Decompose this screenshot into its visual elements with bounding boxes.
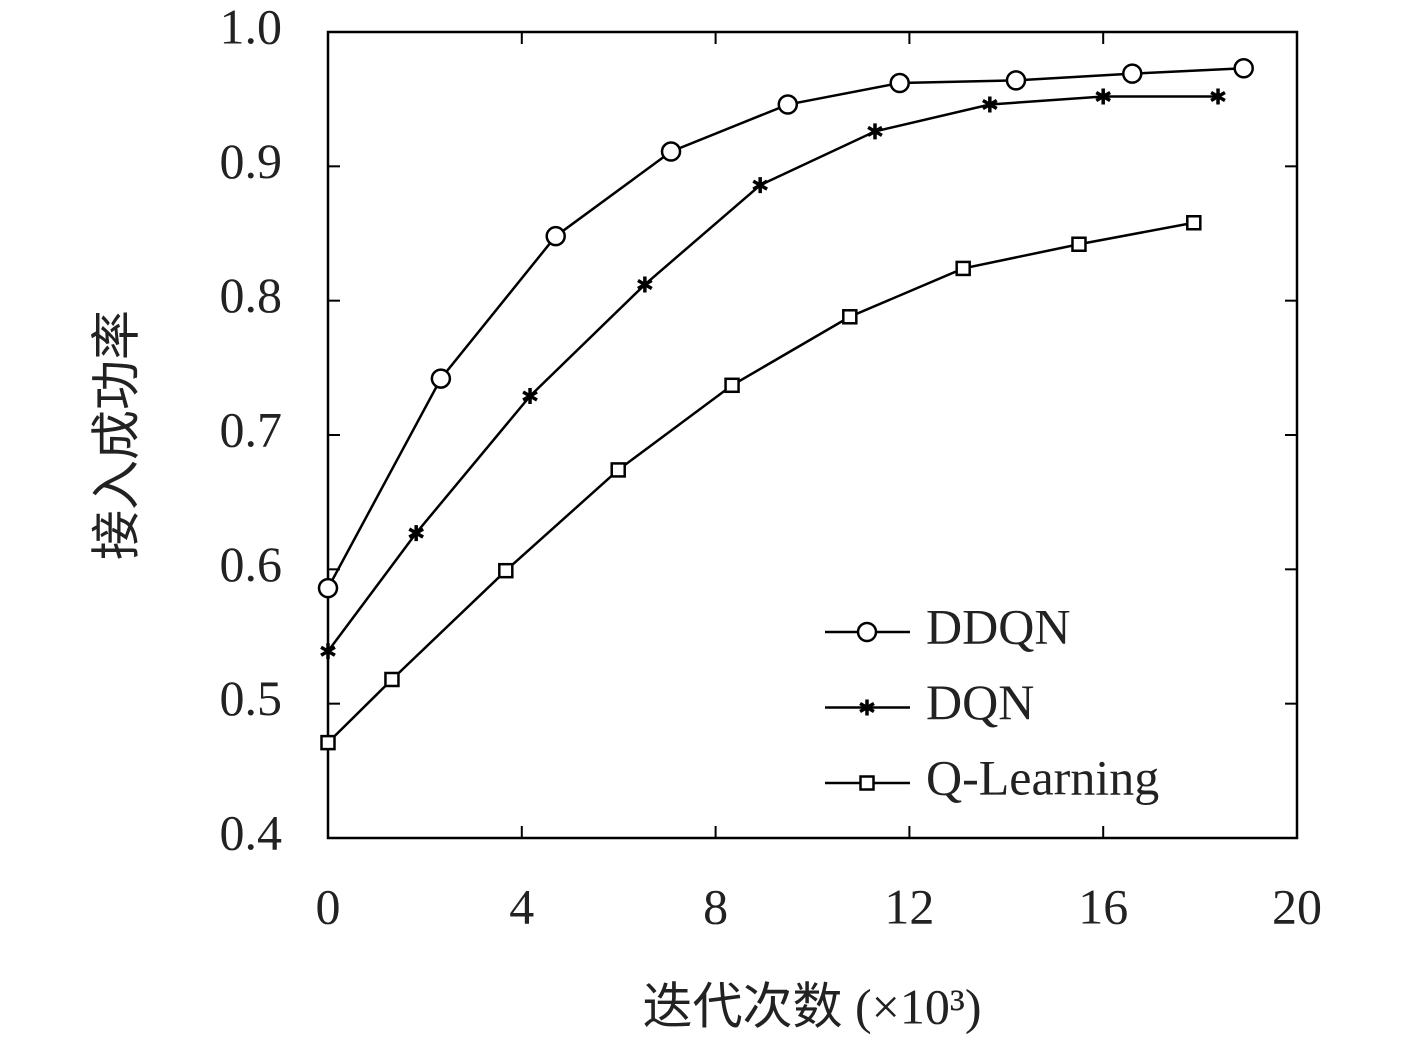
marker: [752, 177, 768, 194]
y-tick-label: 0.5: [220, 670, 283, 726]
legend-marker: [859, 775, 875, 791]
y-tick-label: 1.0: [220, 0, 283, 54]
series-line: [326, 95, 1219, 653]
marker: [384, 671, 400, 688]
legend-marker: [859, 699, 875, 716]
plot-frame: [326, 30, 1299, 840]
marker: [1005, 70, 1027, 91]
marker: [660, 141, 682, 162]
x-tick-label: 20: [1272, 878, 1322, 934]
legend-label: DQN: [926, 674, 1034, 730]
x-tick-label: 16: [1078, 878, 1128, 934]
marker: [522, 388, 538, 405]
marker: [320, 643, 336, 660]
y-tick-label: 0.9: [220, 133, 283, 189]
legend-marker: [856, 621, 878, 643]
marker: [1233, 58, 1254, 79]
x-tick-label: 8: [703, 878, 728, 934]
marker: [320, 734, 336, 751]
marker: [955, 260, 971, 277]
marker: [867, 123, 883, 140]
marker: [545, 225, 566, 247]
marker: [610, 462, 626, 478]
x-tick-label: 4: [509, 878, 534, 934]
marker: [1071, 236, 1087, 252]
marker: [777, 94, 799, 115]
marker: [1186, 215, 1202, 231]
y-tick-label: 0.4: [220, 804, 283, 860]
x-tick-label: 0: [316, 878, 341, 934]
y-tick-label: 0.6: [220, 536, 283, 592]
marker: [1095, 88, 1112, 105]
marker: [982, 96, 998, 113]
marker: [842, 309, 858, 325]
series-line: [326, 67, 1244, 589]
marker: [1122, 63, 1143, 84]
marker: [498, 562, 514, 579]
marker: [430, 368, 452, 389]
marker: [889, 72, 910, 94]
x-axis-label: 迭代次数 (×10³): [643, 978, 982, 1034]
y-axis-label: 接入成功率: [88, 310, 144, 560]
legend-label: DDQN: [926, 598, 1070, 654]
marker: [637, 276, 653, 293]
marker: [1210, 88, 1226, 105]
marker: [317, 577, 339, 599]
y-tick-label: 0.8: [220, 267, 283, 323]
marker: [408, 525, 424, 542]
legend-label: Q-Learning: [926, 749, 1159, 805]
y-tick-label: 0.7: [220, 401, 283, 457]
marker: [724, 377, 740, 394]
x-tick-label: 12: [884, 878, 934, 934]
